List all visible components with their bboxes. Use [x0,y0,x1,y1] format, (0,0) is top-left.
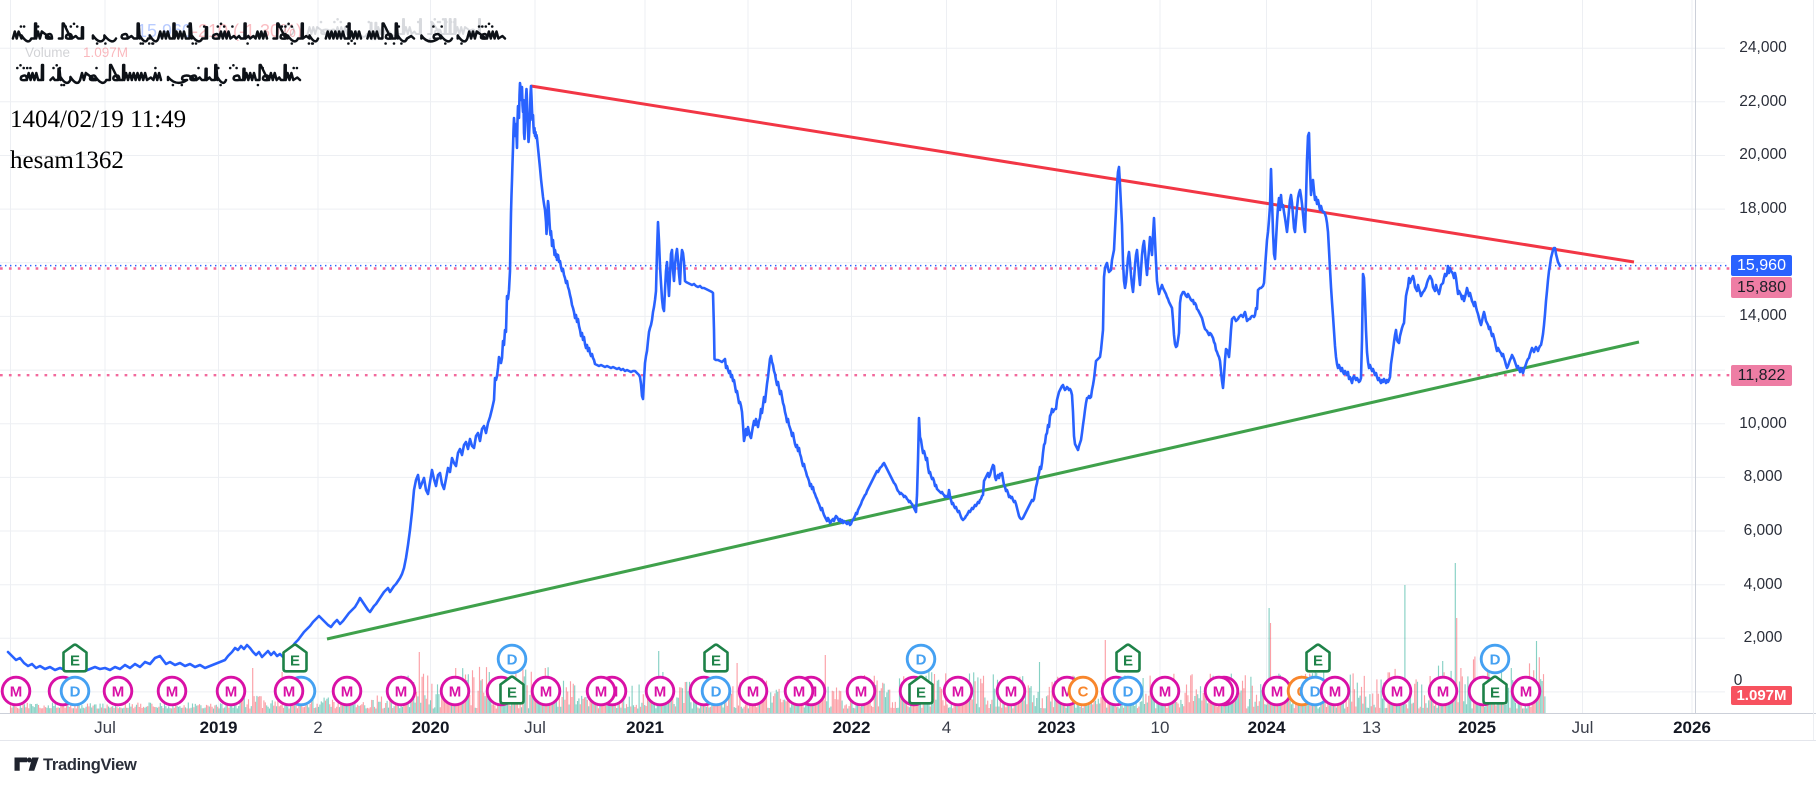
svg-text:E: E [1123,652,1133,669]
svg-text:M: M [283,683,296,700]
svg-text:M: M [595,683,608,700]
svg-text:M: M [540,683,553,700]
svg-text:M: M [395,683,408,700]
svg-text:1.097M: 1.097M [83,45,128,60]
svg-text:E: E [290,652,300,669]
svg-text:M: M [1005,683,1018,700]
svg-text:M: M [449,683,462,700]
svg-text:D: D [1490,651,1501,668]
svg-text:M: M [225,683,238,700]
svg-text:M: M [654,683,667,700]
svg-text:M: M [855,683,868,700]
svg-text:M: M [166,683,179,700]
svg-text:D: D [711,683,722,700]
svg-text:D: D [70,683,81,700]
svg-text:E: E [916,684,926,701]
svg-text:M: M [747,683,760,700]
svg-text:M: M [1159,683,1172,700]
svg-text:TradingView: TradingView [43,756,137,774]
svg-text:M: M [1520,683,1533,700]
svg-text:M: M [1329,683,1342,700]
svg-text:E: E [507,684,517,701]
svg-text:E: E [70,652,80,669]
svg-text:E: E [711,652,721,669]
svg-text:M: M [1391,683,1404,700]
svg-text:M: M [1213,683,1226,700]
svg-text:M: M [112,683,125,700]
svg-text:D: D [1123,683,1134,700]
svg-text:Volume: Volume [25,45,70,60]
svg-text:M: M [341,683,354,700]
svg-text:D: D [916,651,927,668]
svg-text:M: M [793,683,806,700]
svg-text:D: D [507,651,518,668]
svg-text:M: M [1271,683,1284,700]
svg-text:D: D [1310,683,1321,700]
svg-text:M: M [10,683,23,700]
svg-text:E: E [1490,684,1500,701]
svg-text:E: E [1313,652,1323,669]
svg-text:C: C [1078,683,1089,700]
svg-text:M: M [952,683,965,700]
svg-text:M: M [1437,683,1450,700]
